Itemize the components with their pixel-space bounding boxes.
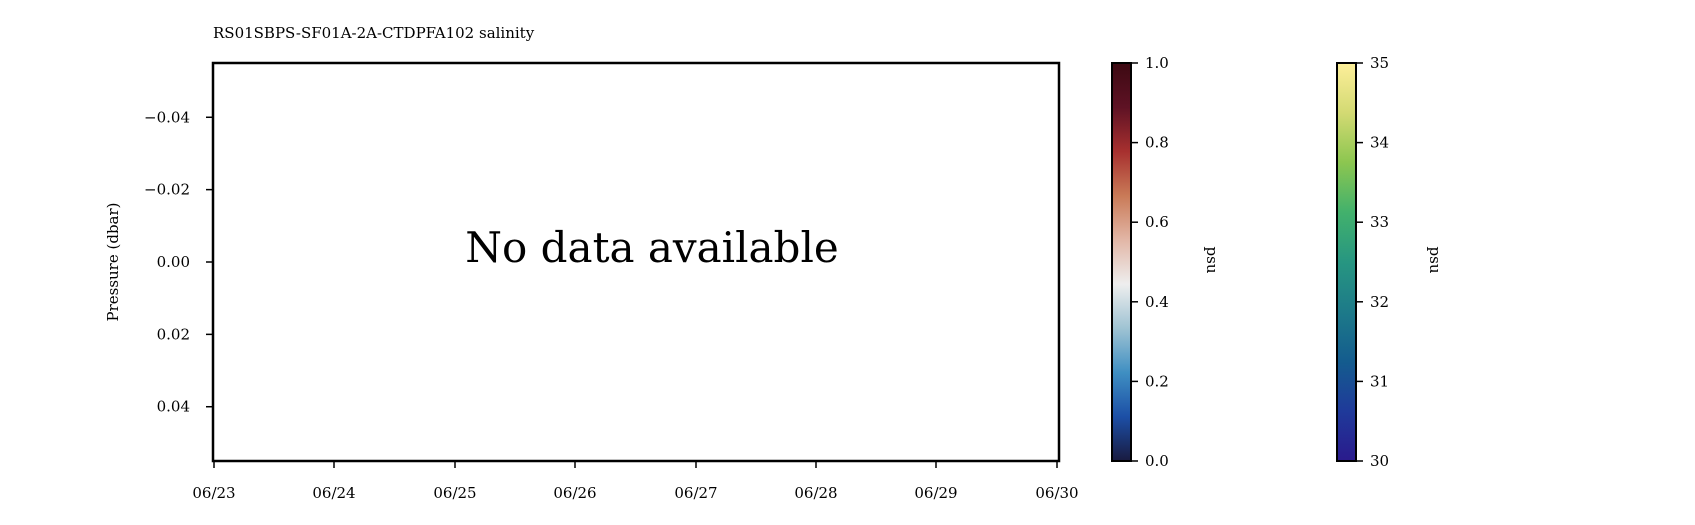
colorbar-label: psu (1203, 247, 1221, 274)
colorbar-tick-label: 0.6 (1145, 213, 1169, 231)
colorbar-balance: 0.0 0.2 0.4 0.6 0.8 1.0 psu (1111, 54, 1221, 470)
y-axis: −0.04 −0.02 0.00 0.02 0.04 (144, 108, 213, 416)
x-tick-label: 06/23 (192, 484, 235, 502)
chart-title: RS01SBPS-SF01A-2A-CTDPFA102 salinity (213, 24, 535, 42)
y-axis-label: Pressure (dbar) (104, 202, 122, 321)
colorbar-gradient (1336, 62, 1357, 462)
x-tick-label: 06/28 (794, 484, 837, 502)
colorbar-label: psu (1426, 247, 1444, 274)
colorbar-haline: 30 31 32 33 34 35 psu (1336, 54, 1444, 470)
colorbar-tick-label: 35 (1370, 54, 1389, 72)
no-data-message: No data available (465, 223, 838, 272)
x-tick-label: 06/27 (674, 484, 717, 502)
x-axis: 06/23 06/24 06/25 06/26 06/27 06/28 06/29 06/30 (192, 461, 1079, 502)
y-tick-label: 0.02 (157, 325, 190, 343)
y-tick-label: −0.04 (144, 108, 190, 126)
colorbar-tick-label: 34 (1370, 134, 1389, 152)
x-tick-label: 06/26 (553, 484, 596, 502)
colorbar-tick-label: 0.0 (1145, 452, 1169, 470)
colorbar-gradient (1111, 62, 1132, 462)
y-tick-label: −0.02 (144, 181, 190, 199)
x-tick-label: 06/25 (433, 484, 476, 502)
x-tick-label: 06/24 (312, 484, 355, 502)
colorbar-tick-label: 33 (1370, 213, 1389, 231)
colorbar-tick-label: 0.4 (1145, 293, 1169, 311)
x-tick-label: 06/30 (1035, 484, 1078, 502)
colorbar-tick-label: 0.2 (1145, 372, 1169, 390)
colorbar-tick-label: 1.0 (1145, 54, 1169, 72)
y-tick-label: 0.04 (157, 398, 190, 416)
colorbar-tick-label: 32 (1370, 293, 1389, 311)
colorbar-tick-label: 0.8 (1145, 134, 1169, 152)
x-tick-label: 06/29 (914, 484, 957, 502)
colorbar-tick-label: 31 (1370, 372, 1389, 390)
y-tick-label: 0.00 (157, 253, 190, 271)
colorbar-tick-label: 30 (1370, 452, 1389, 470)
plot-area (211, 61, 1061, 463)
